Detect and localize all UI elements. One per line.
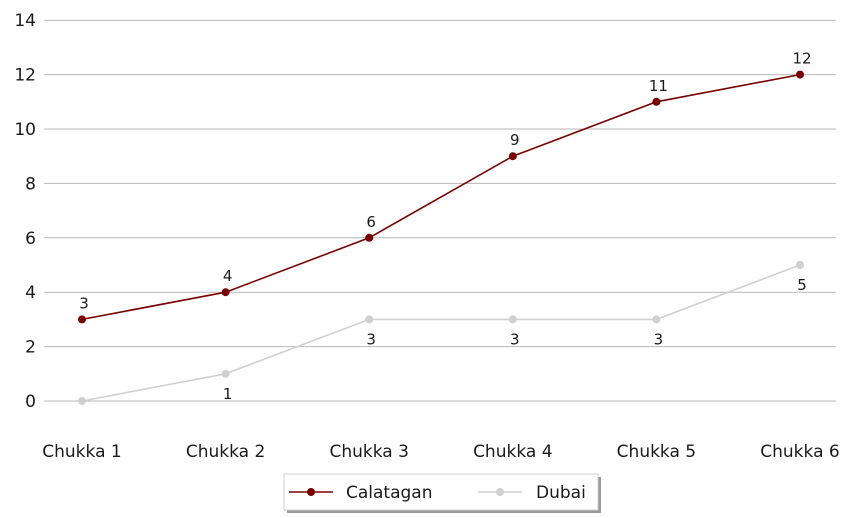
data-point [652, 315, 661, 324]
data-label: 3 [654, 330, 664, 348]
data-point [78, 397, 86, 405]
y-tick-label: 4 [25, 283, 36, 303]
x-tick-label: Chukka 1 [42, 442, 121, 462]
y-tick-label: 0 [25, 392, 36, 412]
x-tick-label: Chukka 3 [329, 442, 408, 462]
data-point [221, 369, 230, 378]
y-tick-label: 2 [25, 338, 36, 358]
y-tick-label: 8 [25, 174, 36, 194]
data-label: 12 [792, 50, 811, 68]
y-tick-label: 12 [14, 66, 36, 86]
x-tick-label: Chukka 6 [760, 442, 839, 462]
legend-box [283, 473, 599, 511]
legend-item-calatagan: Calatagan [289, 483, 433, 503]
x-axis-ticks: Chukka 1 Chukka 2 Chukka 3 Chukka 4 Chukka 5… [42, 442, 839, 462]
data-label: 9 [510, 131, 520, 149]
data-label: 3 [510, 330, 520, 348]
data-label: 5 [797, 276, 807, 294]
data-point [796, 70, 804, 79]
legend-label: Calatagan [346, 483, 433, 503]
legend-marker [496, 488, 504, 496]
series-line [81, 73, 801, 321]
x-tick-label: Chukka 4 [473, 442, 552, 462]
data-point [652, 97, 661, 106]
legend-item-dubai: Dubai [478, 483, 586, 503]
data-label: 6 [366, 213, 376, 231]
data-point [78, 315, 86, 324]
data-point [796, 261, 804, 269]
y-axis-ticks: 0 2 4 6 8 10 12 14 [14, 11, 36, 412]
data-point [221, 288, 230, 297]
x-tick-label: Chukka 2 [186, 442, 265, 462]
y-tick-label: 10 [14, 120, 36, 140]
data-point [365, 233, 374, 242]
series-dubai: 1 3 3 3 5 [78, 261, 807, 405]
data-label: 3 [366, 330, 376, 348]
x-tick-label: Chukka 5 [617, 442, 696, 462]
data-label: 3 [79, 294, 89, 312]
legend-label: Dubai [536, 483, 586, 503]
data-label: 11 [649, 77, 668, 95]
series-calatagan: 3 4 6 9 11 12 [78, 50, 812, 324]
series-line [81, 264, 801, 402]
data-point [365, 315, 374, 324]
data-point [508, 152, 517, 161]
legend: Calatagan Dubai [283, 473, 601, 513]
legend-marker [307, 488, 315, 496]
data-point [508, 315, 517, 324]
data-label: 1 [223, 385, 233, 403]
legend-items: Calatagan Dubai [289, 483, 586, 503]
y-tick-label: 6 [25, 229, 36, 249]
series: 1 3 3 3 5 3 4 6 9 11 12 [78, 50, 812, 405]
y-tick-label: 14 [14, 11, 36, 31]
gridlines [44, 19, 836, 402]
data-label: 4 [223, 267, 233, 285]
